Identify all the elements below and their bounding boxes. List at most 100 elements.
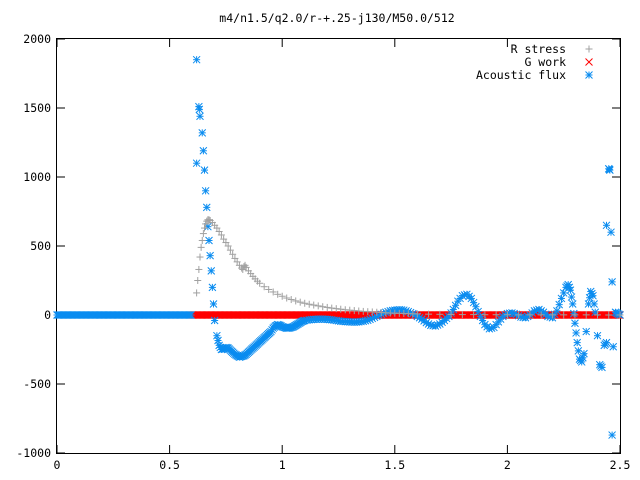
r-stress-point (224, 242, 232, 250)
legend-marker (585, 71, 593, 79)
acoustic-flux-point (207, 266, 216, 275)
acoustic-flux-point (206, 251, 214, 260)
acoustic-flux-point (198, 128, 207, 137)
x-tick-label: 0 (54, 458, 61, 472)
acoustic-flux-point (568, 300, 577, 308)
r-stress-point (301, 299, 309, 307)
x-tick-label: 2.5 (610, 458, 631, 472)
r-stress-point (196, 253, 204, 261)
r-stress-point (319, 303, 327, 311)
r-stress-point (278, 292, 286, 300)
r-stress-point (616, 311, 624, 319)
acoustic-flux-point (196, 112, 204, 121)
r-stress-point (197, 243, 205, 251)
legend-label: Acoustic flux (476, 68, 566, 82)
y-tick-label: 1000 (23, 170, 51, 184)
r-stress-point (296, 298, 304, 306)
r-stress-point (425, 310, 433, 318)
r-stress-point (582, 311, 590, 319)
r-stress-point (283, 294, 291, 302)
r-stress-point (229, 250, 237, 258)
legend-label: R stress (511, 42, 566, 56)
acoustic-flux-point (209, 300, 218, 308)
r-stress-point (269, 288, 277, 296)
r-stress-point (481, 311, 489, 319)
acoustic-flux-point (607, 228, 615, 237)
r-stress-point (470, 311, 478, 319)
r-stress-point (605, 311, 613, 319)
acoustic-flux-point (553, 307, 561, 315)
acoustic-flux-series (53, 55, 624, 439)
acoustic-flux-point (208, 283, 217, 292)
r-stress-point (198, 236, 206, 244)
r-stress-point (328, 304, 336, 312)
acoustic-flux-point (213, 331, 221, 340)
r-stress-point (458, 311, 466, 319)
legend-marker (585, 45, 593, 53)
r-stress-point (260, 283, 268, 291)
r-stress-point (274, 290, 282, 298)
r-stress-point (201, 224, 209, 232)
r-stress-point (503, 311, 511, 319)
acoustic-flux-point (187, 311, 195, 319)
r-stress-point (194, 277, 202, 284)
acoustic-flux-point (214, 336, 222, 345)
r-stress-point (217, 231, 225, 239)
r-stress-point (265, 285, 273, 293)
acoustic-flux-point (602, 221, 611, 230)
acoustic-flux-point (569, 309, 578, 318)
r-stress-point (199, 230, 207, 238)
acoustic-flux-point (200, 166, 209, 174)
r-stress-point (314, 302, 322, 310)
plot-frame (56, 38, 621, 454)
acoustic-flux-point (608, 278, 616, 286)
r-stress-point (323, 303, 331, 311)
r-stress-point (526, 311, 534, 319)
r-stress-point (310, 301, 318, 309)
acoustic-flux-point (192, 159, 201, 168)
r-stress-point (193, 289, 201, 297)
y-tick-label: 0 (44, 308, 51, 322)
acoustic-flux-point (555, 300, 564, 309)
r-stress-point (492, 311, 500, 319)
acoustic-flux-point (195, 105, 204, 114)
r-stress-point (292, 297, 300, 305)
r-stress-point (571, 311, 579, 319)
r-stress-point (593, 311, 601, 319)
x-tick-label: 0.5 (159, 458, 180, 472)
acoustic-flux-point (608, 431, 616, 439)
acoustic-flux-point (598, 363, 606, 372)
y-tick-label: 500 (30, 239, 51, 253)
acoustic-flux-point (202, 203, 211, 212)
acoustic-flux-point (573, 338, 582, 347)
r-stress-point (195, 265, 203, 273)
r-stress-series (193, 216, 624, 319)
r-stress-point (548, 311, 556, 319)
acoustic-flux-point (192, 55, 201, 64)
acoustic-flux-point (582, 327, 591, 336)
x-tick-label: 1.5 (384, 458, 405, 472)
r-stress-point (537, 311, 545, 319)
r-stress-point (413, 310, 421, 318)
r-stress-point (256, 279, 264, 287)
acoustic-flux-point (205, 236, 213, 245)
r-stress-point (515, 311, 523, 319)
acoustic-flux-point (602, 338, 611, 347)
data-marks (53, 55, 624, 439)
acoustic-flux-point (609, 342, 618, 351)
acoustic-flux-point (593, 331, 602, 340)
x-tick-label: 1 (279, 458, 286, 472)
axis-ticks: -1000 -500 0 500 1000 1500 2000 0 0.5 1 1.5 2 2.5 (16, 32, 630, 472)
r-stress-point (305, 300, 313, 308)
r-stress-point (332, 305, 340, 313)
legend-label: G work (524, 55, 566, 69)
acoustic-flux-point (571, 319, 579, 328)
r-stress-point (436, 310, 444, 318)
y-tick-label: -500 (23, 377, 51, 391)
y-tick-label: 1500 (23, 101, 51, 115)
acoustic-flux-point (566, 286, 575, 295)
acoustic-flux-point (572, 329, 580, 337)
y-tick-label: -1000 (16, 446, 51, 460)
